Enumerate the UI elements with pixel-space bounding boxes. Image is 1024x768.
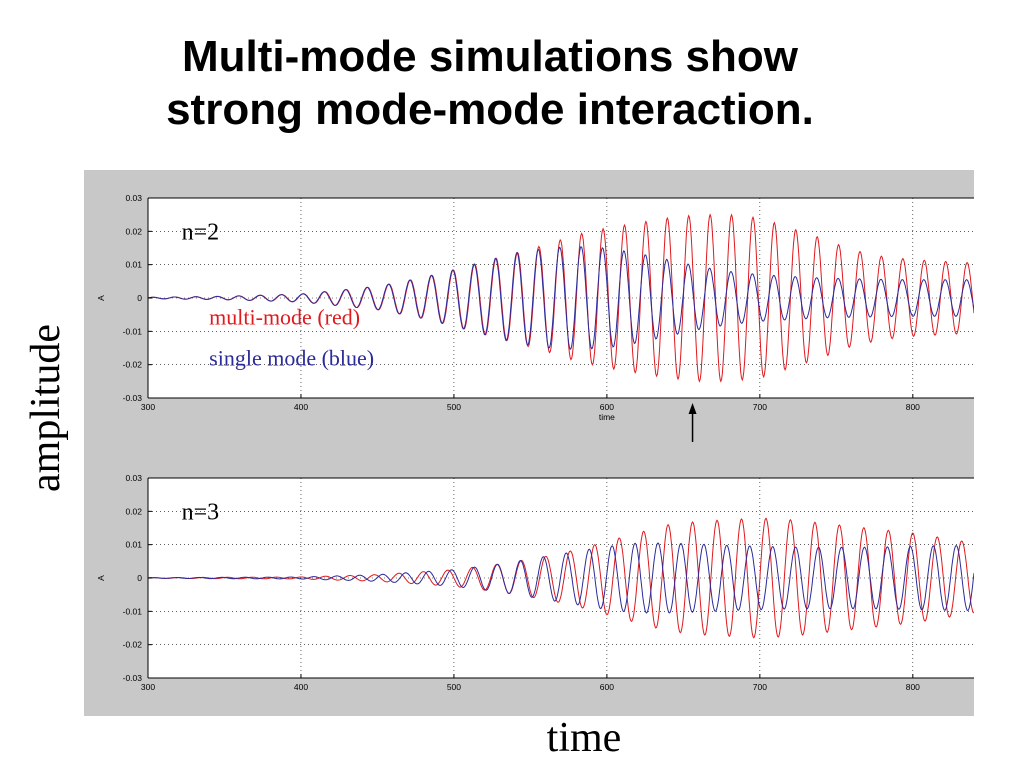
y-tick-label: 0.02 (125, 506, 142, 516)
y-tick-label: -0.02 (123, 640, 143, 650)
legend-multi-mode-label: multi-mode (red) (209, 305, 360, 330)
x-tick-label: 700 (753, 402, 767, 412)
x-axis-label-small: time (599, 412, 615, 422)
figure-panel: 0.03 0.02 0.01 0 -0.01 -0.02 -0.03 300 400 500 600… (84, 170, 974, 716)
y-axis-label-small: A (96, 575, 106, 581)
panel-label: n=3 (182, 500, 220, 526)
x-tick-label: 400 (294, 402, 308, 412)
y-tick-label: -0.03 (123, 673, 143, 683)
amplitude-axis-label: amplitude (23, 324, 69, 492)
y-tick-label: -0.02 (123, 360, 143, 370)
y-axis-label-small: A (96, 295, 106, 301)
x-tick-label: 600 (600, 682, 614, 692)
multi-mode-series-line (147, 517, 974, 639)
annotation-arrow-head (688, 403, 697, 414)
single-mode-series-line (147, 245, 974, 350)
x-tick-label: 500 (447, 682, 461, 692)
x-tick-label: 800 (906, 402, 920, 412)
y-tick-label: 0.01 (125, 540, 142, 550)
x-tick-label: 300 (141, 402, 155, 412)
x-tick-label: 500 (447, 402, 461, 412)
slide-title-line-2: strong mode-mode interaction. (166, 85, 814, 134)
y-tick-label: 0 (137, 293, 142, 303)
y-tick-label: -0.03 (123, 393, 143, 403)
time-axis-label: time (546, 715, 622, 761)
single-mode-series-line (147, 542, 974, 614)
x-tick-label: 800 (906, 682, 920, 692)
y-tick-label: -0.01 (123, 606, 143, 616)
y-tick-label: 0.01 (125, 260, 142, 270)
slide-title-line-1: Multi-mode simulations show (181, 32, 799, 81)
y-tick-label: -0.01 (123, 326, 143, 336)
y-tick-label: 0.03 (125, 473, 142, 483)
x-tick-label: 400 (294, 682, 308, 692)
slide-title: Multi-mode simulations show strong mode-… (0, 30, 980, 136)
y-tick-label: 0 (137, 573, 142, 583)
x-tick-label: 300 (141, 682, 155, 692)
x-tick-label: 600 (600, 402, 614, 412)
y-tick-label: 0.02 (125, 226, 142, 236)
x-tick-label: 700 (753, 682, 767, 692)
panel-label: n=2 (182, 220, 220, 246)
legend-single-mode-label: single mode (blue) (209, 346, 374, 371)
y-tick-label: 0.03 (125, 193, 142, 203)
